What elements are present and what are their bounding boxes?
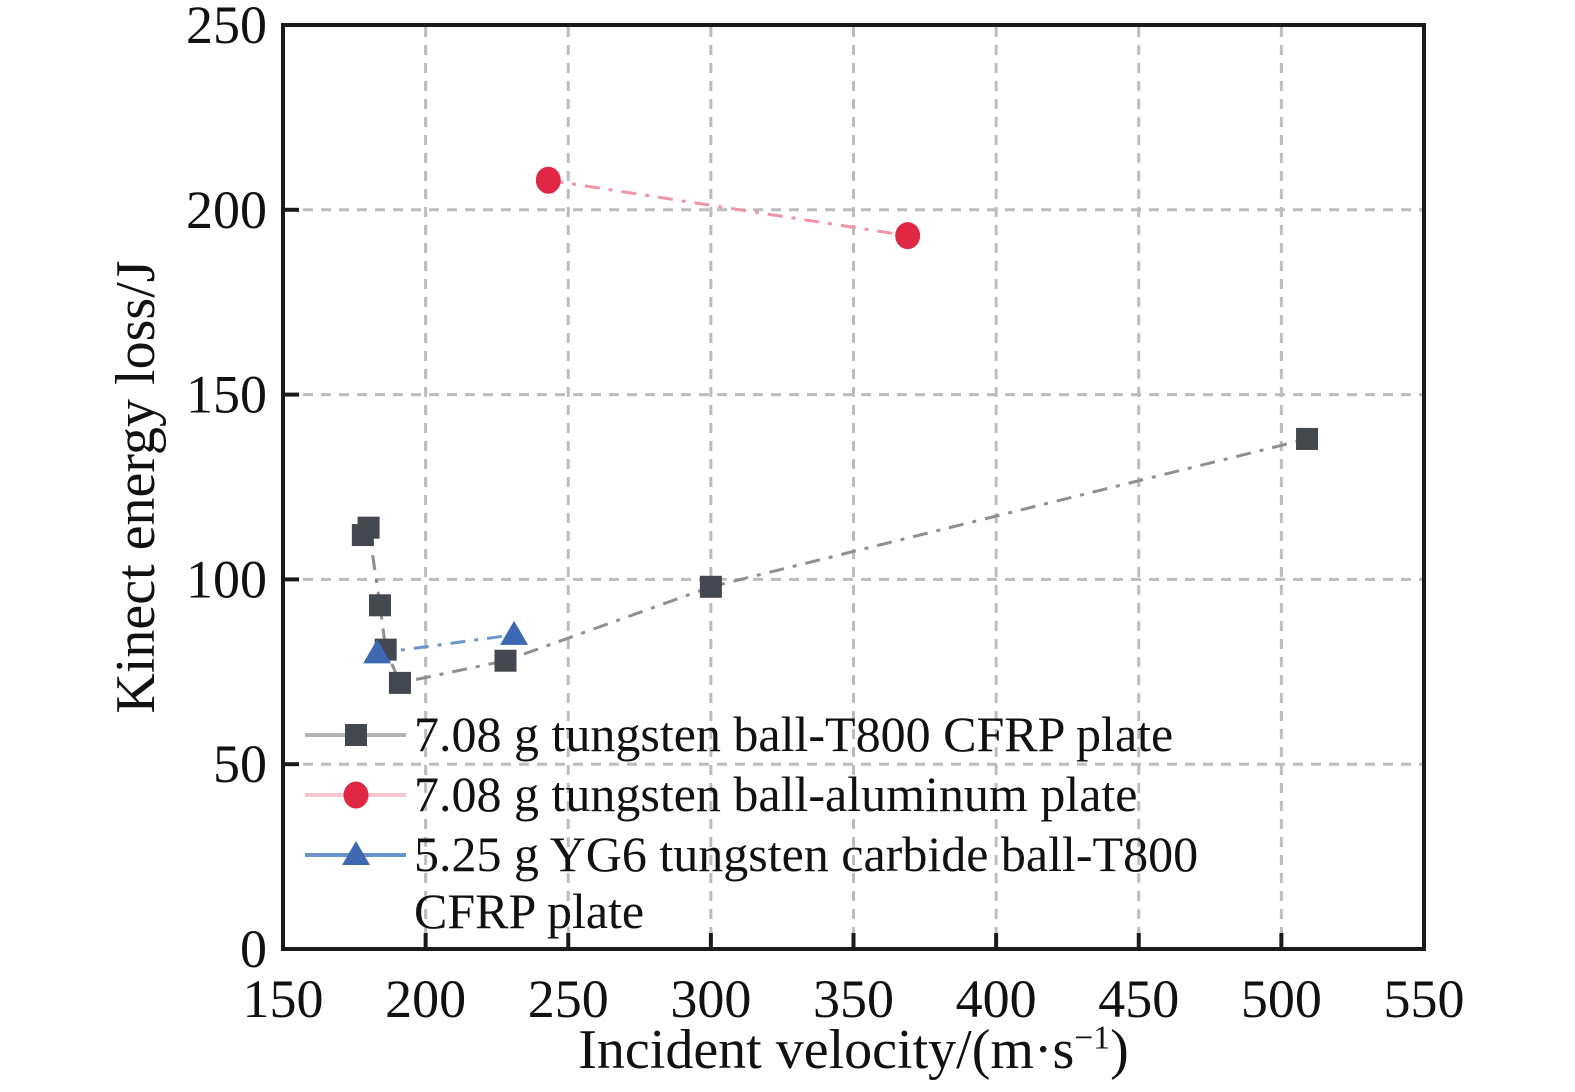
marker-square-tungsten-ball-t800-cfrp bbox=[357, 516, 380, 539]
x-axis-title-text: Incident velocity/(m·s bbox=[578, 1019, 1075, 1081]
legend-key-circle-icon bbox=[305, 781, 406, 809]
y-tick-label: 50 bbox=[213, 734, 267, 794]
y-tick-label: 150 bbox=[186, 365, 267, 425]
x-tick-label: 450 bbox=[1098, 969, 1179, 1029]
x-tick-label: 250 bbox=[528, 969, 609, 1029]
series-line-tungsten-ball-t800-cfrp bbox=[361, 437, 1308, 685]
marker-square-tungsten-ball-t800-cfrp bbox=[494, 649, 517, 672]
y-tick-label: 200 bbox=[186, 180, 267, 240]
legend-key-square-icon bbox=[305, 724, 406, 746]
x-axis-title-superscript: −1 bbox=[1074, 1019, 1111, 1057]
legend: 7.08 g tungsten ball-T800 CFRP plate 7.08… bbox=[303, 706, 1198, 943]
marker-square-tungsten-ball-t800-cfrp bbox=[368, 594, 391, 617]
marker-triangle-yg6-carbide-ball-t800-cfrp bbox=[500, 620, 529, 645]
legend-item-tungsten-ball-t800-cfrp: 7.08 g tungsten ball-T800 CFRP plate bbox=[303, 706, 1198, 763]
x-tick-label: 300 bbox=[670, 969, 751, 1029]
legend-item-tungsten-ball-aluminum: 7.08 g tungsten ball-aluminum plate bbox=[303, 766, 1198, 823]
y-axis-title: Kinect energy loss/J bbox=[105, 260, 167, 714]
y-tick-label: 100 bbox=[186, 549, 267, 609]
legend-label: 7.08 g tungsten ball-aluminum plate bbox=[414, 766, 1138, 822]
marker-circle-tungsten-ball-aluminum bbox=[343, 781, 369, 809]
marker-circle-tungsten-ball-aluminum bbox=[535, 166, 561, 194]
marker-triangle-yg6-carbide-ball-t800-cfrp bbox=[342, 841, 370, 865]
x-axis-title: Incident velocity/(m·s−1) bbox=[283, 1018, 1424, 1082]
x-axis-title-close: ) bbox=[1110, 1019, 1129, 1081]
legend-label: 7.08 g tungsten ball-T800 CFRP plate bbox=[414, 706, 1174, 762]
legend-label: 5.25 g YG6 tungsten carbide ball-T800 CFR… bbox=[414, 826, 1199, 939]
marker-square-tungsten-ball-t800-cfrp bbox=[1296, 427, 1319, 450]
x-tick-label: 350 bbox=[813, 969, 894, 1029]
series-line-tungsten-ball-aluminum bbox=[548, 178, 908, 238]
legend-key-triangle-icon bbox=[305, 841, 406, 865]
marker-circle-tungsten-ball-aluminum bbox=[895, 222, 921, 250]
marker-triangle-yg6-carbide-ball-t800-cfrp bbox=[363, 639, 392, 664]
marker-square-tungsten-ball-t800-cfrp bbox=[388, 671, 411, 694]
marker-square-tungsten-ball-t800-cfrp bbox=[345, 724, 367, 746]
x-tick-label: 400 bbox=[956, 969, 1037, 1029]
marker-square-tungsten-ball-t800-cfrp bbox=[699, 575, 722, 598]
series-line-yg6-carbide-ball-t800-cfrp bbox=[376, 633, 515, 655]
x-tick-label: 550 bbox=[1384, 969, 1465, 1029]
x-tick-label: 200 bbox=[385, 969, 466, 1029]
y-tick-label: 0 bbox=[240, 919, 267, 979]
y-tick-label: 250 bbox=[186, 0, 267, 55]
x-tick-label: 500 bbox=[1241, 969, 1322, 1029]
legend-label-line2: CFRP plate bbox=[414, 883, 645, 939]
legend-item-yg6-carbide-ball-t800-cfrp: 5.25 g YG6 tungsten carbide ball-T800 CFR… bbox=[303, 826, 1198, 940]
x-tick-label: 150 bbox=[243, 969, 324, 1029]
